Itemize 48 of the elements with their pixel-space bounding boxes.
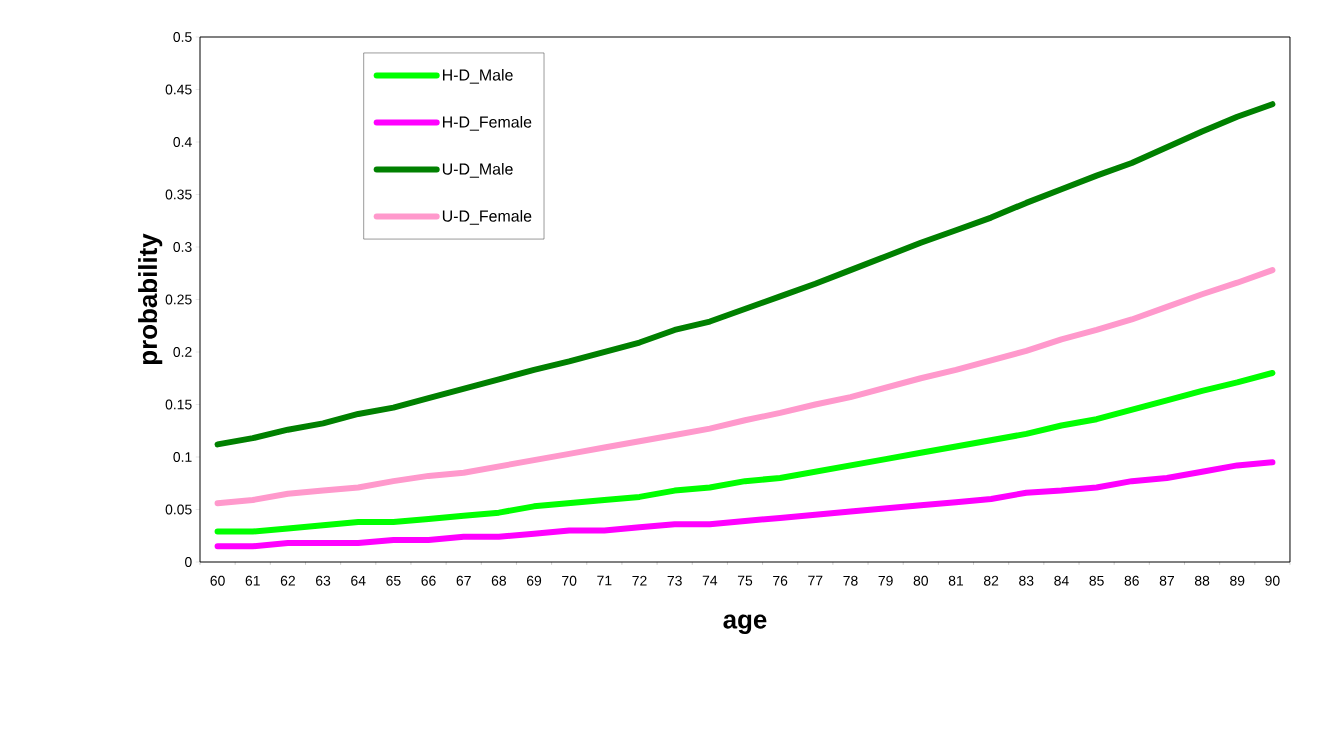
x-tick-label: 66	[421, 575, 436, 586]
legend-label: U-D_Female	[442, 210, 532, 225]
x-tick-label: 80	[913, 575, 929, 586]
x-tick-label: 72	[632, 575, 647, 586]
x-tick-label: 77	[808, 575, 823, 586]
x-tick-label: 68	[491, 575, 507, 586]
x-tick-label: 75	[737, 575, 753, 586]
y-tick-label: 0.2	[173, 347, 192, 357]
x-tick-label: 83	[1019, 575, 1034, 586]
y-tick-label: 0.1	[173, 452, 192, 462]
x-tick-label: 62	[280, 575, 295, 586]
x-tick-label: 82	[983, 575, 999, 586]
y-tick-label: 0.4	[173, 137, 192, 147]
y-tick-label: 0.25	[165, 294, 192, 305]
x-tick-label: 87	[1159, 575, 1174, 586]
x-tick-label: 90	[1265, 575, 1280, 586]
y-tick-label: 0.45	[165, 84, 192, 95]
y-tick-label: 0.3	[173, 242, 192, 252]
x-tick-label: 60	[210, 575, 225, 586]
x-tick-label: 76	[773, 575, 788, 586]
x-tick-label: 84	[1054, 575, 1069, 586]
y-axis-title: probability	[138, 233, 163, 364]
x-tick-label: 70	[562, 575, 577, 586]
x-tick-label: 67	[456, 575, 471, 586]
x-tick-label: 74	[702, 575, 718, 586]
x-tick-label: 85	[1089, 575, 1104, 586]
x-tick-label: 63	[316, 575, 331, 586]
x-tick-label: 64	[351, 575, 366, 586]
x-tick-label: 79	[878, 575, 893, 586]
x-tick-label: 81	[948, 575, 964, 586]
y-tick-label: 0	[185, 557, 192, 567]
legend-label: H-D_Female	[443, 115, 532, 131]
x-tick-label: 78	[843, 575, 858, 586]
x-tick-label: 61	[245, 575, 260, 586]
legend-label: H-D_Male	[443, 68, 513, 84]
x-tick-label: 89	[1230, 575, 1245, 586]
x-tick-label: 88	[1194, 575, 1210, 586]
legend-label: U-D_Male	[442, 163, 513, 178]
y-tick-label: 0.5	[173, 32, 192, 42]
x-tick-label: 73	[667, 575, 682, 586]
x-tick-label: 71	[597, 575, 612, 586]
y-tick-label: 0.15	[165, 399, 192, 410]
x-tick-label: 86	[1124, 575, 1139, 586]
x-tick-label: 65	[386, 575, 401, 586]
y-tick-label: 0.35	[165, 189, 192, 200]
y-tick-label: 0.05	[165, 504, 192, 515]
x-axis-title: age	[723, 614, 767, 634]
x-tick-label: 69	[526, 575, 542, 586]
